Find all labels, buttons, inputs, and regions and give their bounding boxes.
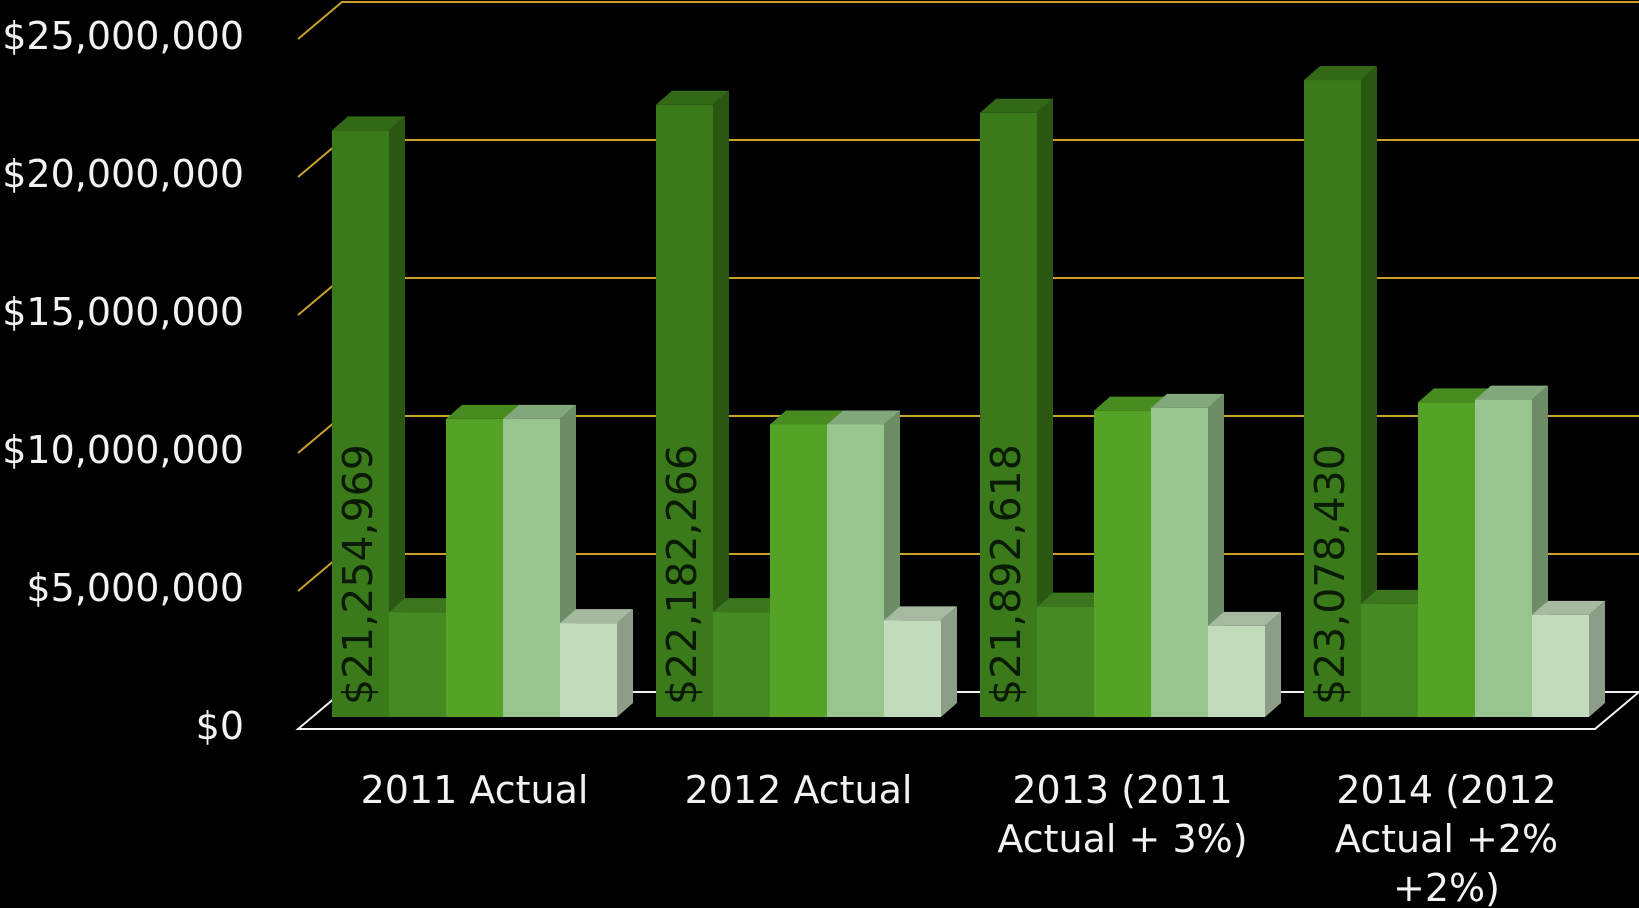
x-tick-label: 2013 (2011 Actual + 3%) <box>997 768 1247 861</box>
gridline <box>297 1 1639 40</box>
bar <box>1304 66 1377 717</box>
y-tick-label: $15,000,000 <box>2 290 244 334</box>
data-label: $21,892,618 <box>982 444 1030 705</box>
bar <box>980 98 1053 718</box>
y-tick-label: $25,000,000 <box>2 14 244 58</box>
data-label: $22,182,266 <box>658 444 706 705</box>
gridline <box>297 277 1639 316</box>
y-tick-label: $5,000,000 <box>26 566 244 610</box>
gridline <box>297 139 1639 178</box>
y-tick-label: $10,000,000 <box>2 428 244 472</box>
bars: $21,254,969 $22,182,266 $21,892,618 $23,078… <box>332 66 1605 718</box>
x-tick-label: 2011 Actual <box>361 768 589 812</box>
y-tick-label: $20,000,000 <box>2 152 244 196</box>
x-tick-label: 2012 Actual <box>685 768 913 812</box>
bar <box>1532 600 1605 717</box>
x-tick-label: 2014 (2012 Actual +2% +2%) <box>1335 768 1558 908</box>
chart-floor <box>295 691 1639 730</box>
bar <box>560 609 633 717</box>
bar <box>332 116 405 717</box>
data-label: $21,254,969 <box>334 444 382 705</box>
data-label: $23,078,430 <box>1306 444 1354 705</box>
bar <box>1208 611 1281 717</box>
bar <box>884 606 957 717</box>
y-tick-label: $0 <box>196 704 244 748</box>
x-axis-ticks: 2011 Actual 2012 Actual 2013 (2011 Actual +… <box>361 768 1559 908</box>
bar <box>656 90 729 717</box>
y-axis-ticks: $0 $5,000,000 $10,000,000 $15,000,000 $20,00… <box>2 14 244 748</box>
